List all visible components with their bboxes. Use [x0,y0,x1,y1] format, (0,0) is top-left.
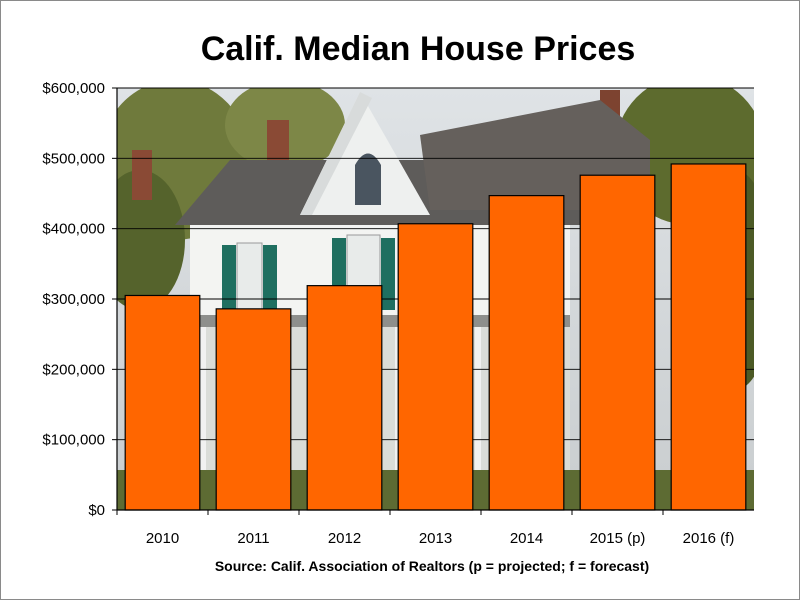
y-tick-label: $100,000 [42,432,105,449]
y-axis-tick-labels: $0 $100,000 $200,000 $300,000 $400,000 $500,0… [42,80,117,519]
x-tick-label: 2013 [419,530,452,547]
x-tick-label: 2015 (p) [590,530,646,547]
x-tick-label: 2010 [146,530,179,547]
bars-group [124,163,747,511]
y-tick-label: $600,000 [42,80,105,97]
y-tick-label: $500,000 [42,150,105,167]
bar-2015-p [579,174,656,511]
y-tick-label: $0 [88,502,105,519]
bar-2014 [488,195,565,511]
y-tick-label: $300,000 [42,291,105,308]
y-tick-label: $400,000 [42,221,105,238]
bar-2013 [397,223,474,511]
x-tick-label: 2014 [510,530,543,547]
y-tick-label: $200,000 [42,361,105,378]
bar-2012 [306,285,383,511]
chart-title: Calif. Median House Prices [201,30,636,68]
bar-2011 [215,308,292,511]
x-tick-label: 2012 [328,530,361,547]
x-tick-label: 2011 [237,530,269,547]
x-axis-tick-labels: 2010 2011 2012 2013 2014 2015 (p) 2016 (f) [116,510,735,547]
x-tick-label: 2016 (f) [683,530,735,547]
bar-2016-f [670,163,747,511]
source-note: Source: Calif. Association of Realtors (… [215,558,649,574]
bar-2010 [124,294,201,511]
